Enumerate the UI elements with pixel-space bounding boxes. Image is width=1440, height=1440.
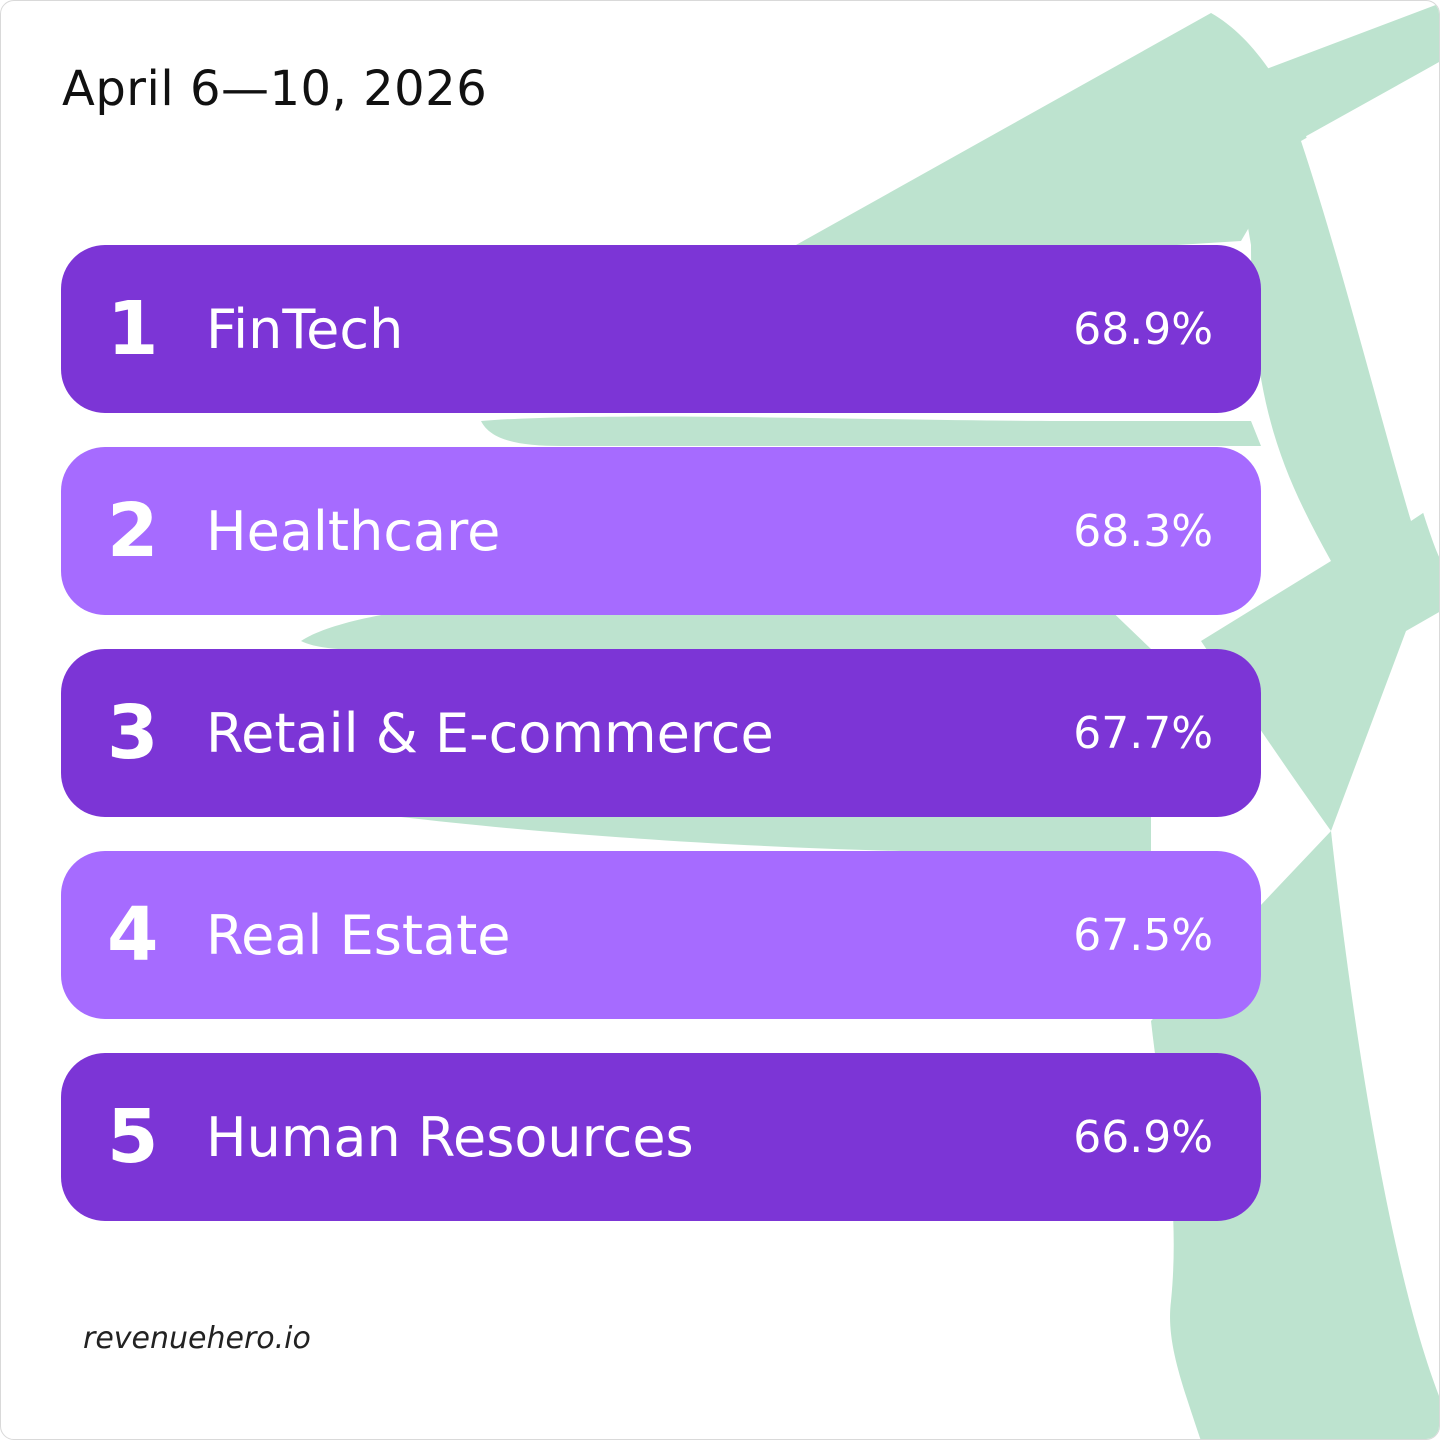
list-item: 5 Human Resources 66.9% <box>61 1053 1261 1221</box>
percentage-value: 67.5% <box>1073 909 1213 961</box>
list-item: 3 Retail & E-commerce 67.7% <box>61 649 1261 817</box>
industry-name: Healthcare <box>206 499 501 563</box>
list-item: 1 FinTech 68.9% <box>61 245 1261 413</box>
ranking-list: 1 FinTech 68.9% 2 Healthcare 68.3% 3 Ret… <box>61 245 1261 1255</box>
percentage-value: 68.9% <box>1073 303 1213 355</box>
percentage-value: 67.7% <box>1073 707 1213 759</box>
rank-number: 3 <box>107 690 159 776</box>
rank-number: 5 <box>107 1094 159 1180</box>
percentage-value: 68.3% <box>1073 505 1213 557</box>
site-url: revenuehero.io <box>83 1321 311 1356</box>
rank-number: 1 <box>107 286 159 372</box>
industry-name: Real Estate <box>206 903 511 967</box>
rank-number: 2 <box>107 488 159 574</box>
industry-name: FinTech <box>206 297 404 361</box>
industry-name: Human Resources <box>206 1105 694 1169</box>
list-item: 2 Healthcare 68.3% <box>61 447 1261 615</box>
list-item: 4 Real Estate 67.5% <box>61 851 1261 1019</box>
rank-number: 4 <box>107 892 159 978</box>
industry-name: Retail & E-commerce <box>206 701 774 765</box>
date-range: April 6—10, 2026 <box>62 61 488 117</box>
percentage-value: 66.9% <box>1073 1111 1213 1163</box>
